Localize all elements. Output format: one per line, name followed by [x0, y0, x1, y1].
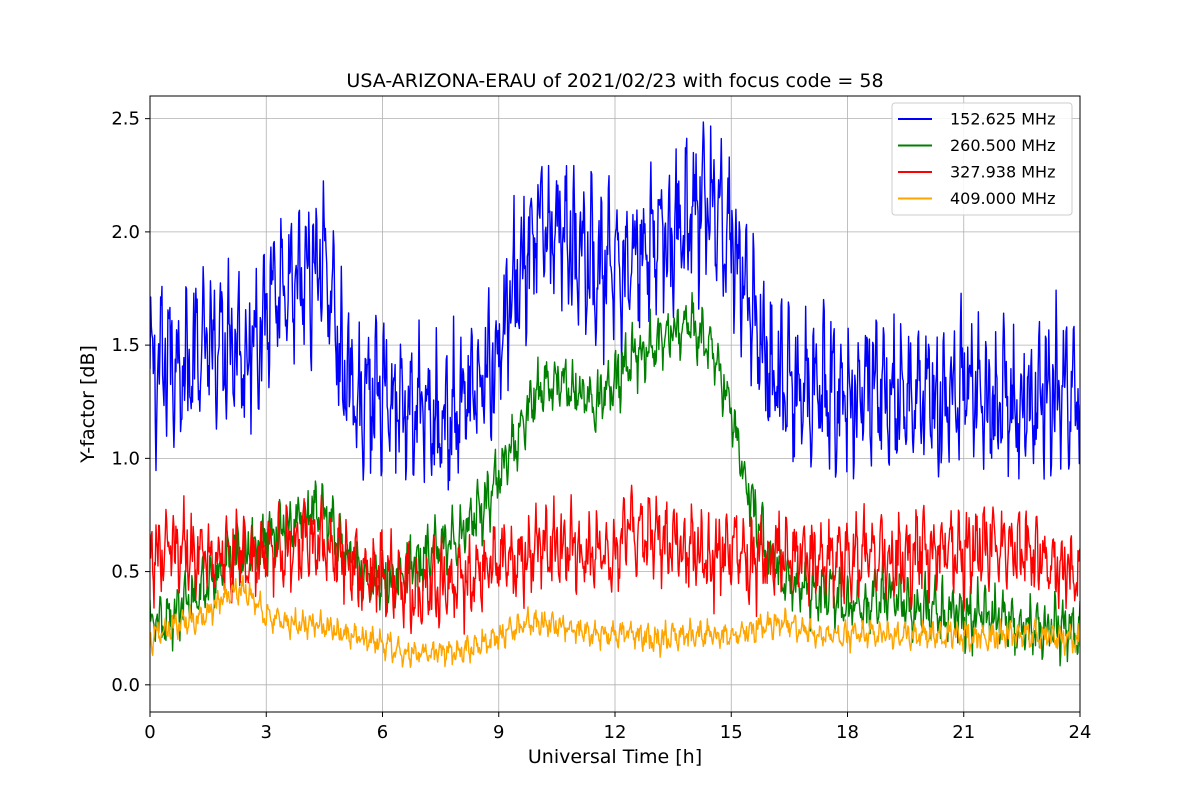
y-tick-label: 1.5: [111, 335, 140, 356]
series-409-mhz: [150, 574, 1080, 669]
x-tick-label: 3: [261, 722, 272, 743]
legend-label: 409.000 MHz: [950, 189, 1055, 208]
series-152-mhz: [150, 121, 1080, 491]
legend: 152.625 MHz 260.500 MHz 327.938 MHz 409.000…: [891, 102, 1073, 216]
x-tick-label: 6: [377, 722, 388, 743]
x-axis-label: Universal Time [h]: [528, 746, 702, 768]
y-axis-label: Y-factor [dB]: [77, 345, 99, 464]
chart-title: USA-ARIZONA-ERAU of 2021/02/23 with focu…: [346, 70, 883, 92]
y-tick-label: 0.5: [111, 562, 140, 583]
legend-label: 152.625 MHz: [950, 110, 1055, 129]
legend-frame: [891, 102, 1073, 216]
x-tick-label: 12: [604, 722, 627, 743]
y-tick-label: 2.0: [111, 222, 140, 243]
x-tick-label: 24: [1069, 722, 1092, 743]
legend-label: 260.500 MHz: [950, 136, 1055, 155]
x-tick-label: 15: [720, 722, 743, 743]
axis-ticks: 0 3 6 9 12 15 18 21 24 0.0 0.5 1.0 1.5 2.0 2.5: [111, 109, 1091, 743]
y-tick-label: 1.0: [111, 448, 140, 469]
y-tick-label: 0.0: [111, 675, 140, 696]
x-tick-label: 9: [493, 722, 504, 743]
x-tick-label: 18: [836, 722, 859, 743]
x-tick-label: 21: [952, 722, 975, 743]
x-tick-label: 0: [144, 722, 155, 743]
series-layer: [150, 121, 1080, 669]
series-327-mhz: [150, 484, 1080, 635]
legend-label: 327.938 MHz: [950, 163, 1055, 182]
y-tick-label: 2.5: [111, 109, 140, 130]
